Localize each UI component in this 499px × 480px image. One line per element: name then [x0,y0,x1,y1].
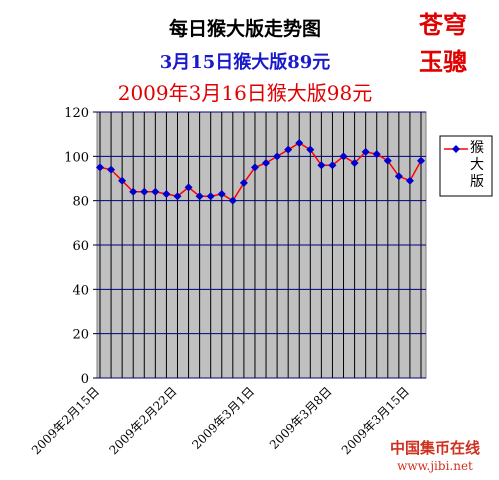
data-point [394,172,403,181]
data-point [405,176,414,185]
data-point [262,158,271,167]
data-point [118,176,127,185]
data-point [273,152,282,161]
data-point [96,163,104,172]
y-tick-label: 100 [64,150,89,165]
data-point [140,187,149,196]
data-point [317,161,326,170]
watermark: www.jibi.net [397,459,473,473]
data-point [383,156,392,165]
y-tick-label: 80 [72,195,89,210]
y-tick-label: 40 [72,283,89,298]
data-point [162,190,171,199]
y-tick-label: 20 [72,328,89,343]
y-tick-label: 0 [81,372,89,387]
data-point [173,192,182,201]
data-point [339,152,348,161]
stamp: 苍穹 [418,10,467,39]
y-tick-label: 120 [64,106,89,121]
data-point [350,158,359,167]
x-tick-label: 2009年2月15日 [29,384,102,457]
data-point [306,145,315,154]
data-point [206,192,215,201]
data-point [372,150,381,159]
data-point [417,156,425,165]
legend-label: 猴大版 [470,140,484,190]
x-tick-label: 2009年3月1日 [189,384,257,452]
data-point [228,196,237,205]
data-point [107,165,116,174]
legend-marker [452,145,460,153]
data-point [184,183,193,192]
stamp: 玉骢 [419,47,467,76]
chart-title: 每日猴大版走势图 [169,17,321,40]
data-point [284,145,293,154]
y-tick-label: 60 [72,239,89,254]
data-point [217,190,226,199]
legend-box [439,135,493,197]
data-point [361,147,370,156]
chart-subtitle: 3月15日猴大版89元 [160,51,331,73]
data-point [295,139,304,148]
x-tick-label: 2009年3月8日 [267,384,335,452]
x-tick-label: 2009年2月22日 [106,384,179,457]
data-point [328,161,337,170]
data-point [129,187,138,196]
annotation: 2009年3月16日猴大版98元 [118,81,373,105]
watermark: 中国集币在线 [390,439,480,457]
data-point [239,178,248,187]
data-point [250,163,259,172]
data-point [195,192,204,201]
data-point [151,187,160,196]
